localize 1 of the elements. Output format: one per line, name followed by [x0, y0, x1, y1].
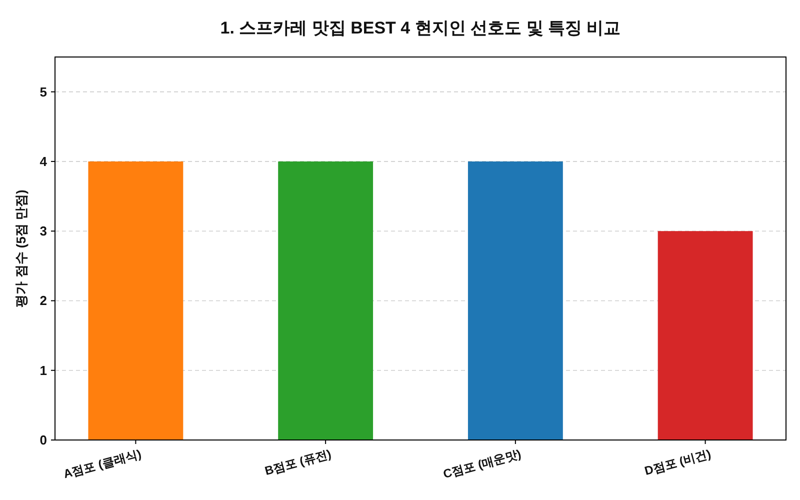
title: 1. 스프카레 맛집 BEST 4 현지인 선호도 및 특징 비교 — [220, 18, 621, 38]
